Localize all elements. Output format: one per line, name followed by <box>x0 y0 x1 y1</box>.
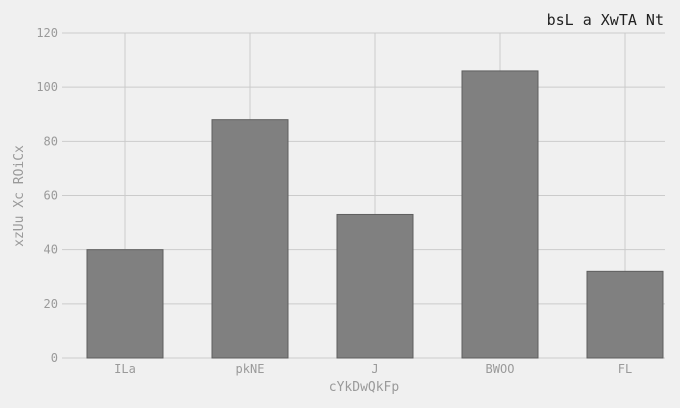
bars <box>86 70 664 359</box>
bar-ila <box>86 249 164 359</box>
y-tick-label: 0 <box>51 351 58 365</box>
x-tick-label: BWOO <box>486 362 515 376</box>
y-tick-label: 60 <box>44 189 58 203</box>
y-tick-label: 120 <box>36 26 58 40</box>
y-axis-label: xzUu Xc ROiCx <box>12 145 27 247</box>
y-tick-label: 20 <box>44 297 58 311</box>
x-tick-label: J <box>371 362 378 376</box>
x-tick-label: ILa <box>114 362 136 376</box>
y-tick-label: 100 <box>36 80 58 94</box>
x-tick-label: pkNE <box>236 362 265 376</box>
bar-j <box>336 213 414 359</box>
bar-bwoo <box>461 70 539 359</box>
bar-fl <box>586 270 664 359</box>
bar-pkne <box>211 119 289 359</box>
x-tick-label: FL <box>618 362 632 376</box>
x-axis-ticks: ILa pkNE J BWOO FL <box>114 362 632 376</box>
x-axis-label: cYkDwQkFp <box>329 380 400 395</box>
chart-title: bsL a XwTA Nt <box>547 11 664 29</box>
y-tick-label: 40 <box>44 243 58 257</box>
y-axis-ticks: 0 20 40 60 80 100 120 <box>36 26 58 365</box>
y-tick-label: 80 <box>44 134 58 148</box>
